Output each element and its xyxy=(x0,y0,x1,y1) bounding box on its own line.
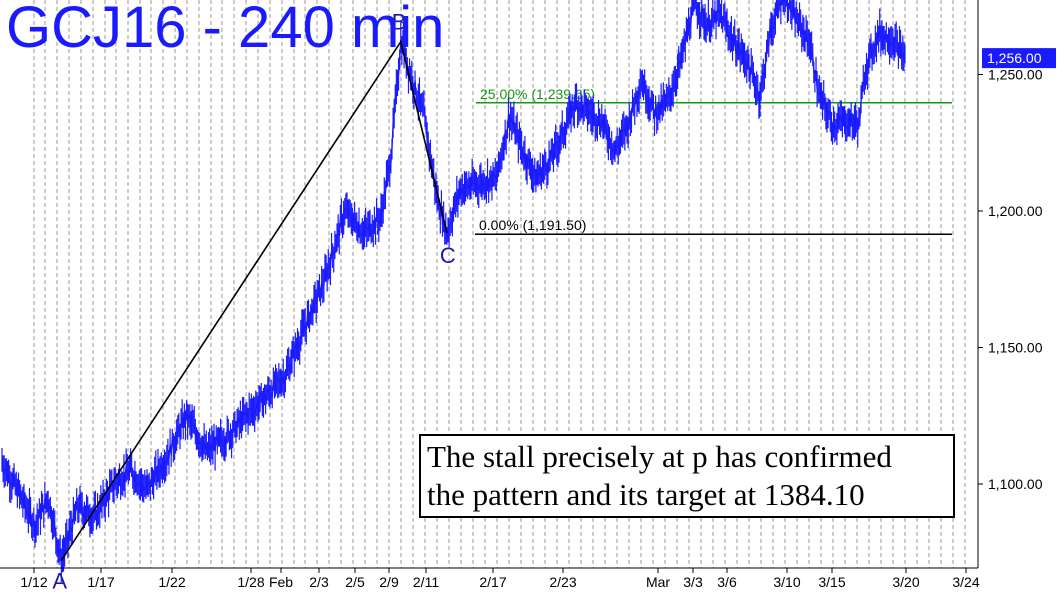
x-tick-label: 2/17 xyxy=(479,574,506,590)
annotation-box: The stall precisely at p has confirmed t… xyxy=(419,434,955,518)
x-tick-label: 2/23 xyxy=(549,574,576,590)
x-tick-label: 3/15 xyxy=(818,574,845,590)
abc-line xyxy=(60,39,448,561)
last-price-label: 1,256.00 xyxy=(987,50,1042,66)
x-tick-label: 3/20 xyxy=(892,574,919,590)
x-tick-label: 2/11 xyxy=(413,574,439,590)
x-tick-label: Mar xyxy=(646,574,670,590)
x-tick-label: Feb xyxy=(269,574,293,590)
price-line xyxy=(1,0,906,567)
fib-label: 0.00% (1,191.50) xyxy=(479,217,586,233)
x-tick-label: 3/6 xyxy=(717,574,737,590)
y-tick-label: 1,100.00 xyxy=(988,476,1043,492)
fib-label: 25.00% (1,239.65) xyxy=(480,86,595,102)
point-label-b: B xyxy=(392,10,407,35)
annotation-line-1: The stall precisely at p has confirmed xyxy=(427,439,892,474)
x-tick-label: 1/28 xyxy=(237,574,264,590)
y-tick-label: 1,150.00 xyxy=(988,340,1043,356)
last-price-tag xyxy=(982,48,1056,69)
x-tick-label: 2/9 xyxy=(379,574,399,590)
x-tick-label: 3/10 xyxy=(773,574,800,590)
annotation-line-2: the pattern and its target at 1384.10 xyxy=(427,477,865,512)
x-tick-label: 1/17 xyxy=(87,574,114,590)
point-label-a: A xyxy=(52,568,67,593)
y-tick-label: 1,200.00 xyxy=(988,203,1043,219)
x-tick-label: 1/22 xyxy=(158,574,185,590)
x-tick-label: 2/3 xyxy=(309,574,329,590)
abc-pattern: A B C xyxy=(52,10,456,594)
fib-levels: 100.00% (1,384.10)75.00% (1,335.95)50.00… xyxy=(475,86,952,235)
point-label-c: C xyxy=(440,243,456,268)
x-tick-label: 1/12 xyxy=(20,574,47,590)
price-series xyxy=(1,0,906,583)
chart-title: GCJ16 - 240 min xyxy=(6,0,445,60)
x-tick-label: 3/3 xyxy=(683,574,703,590)
x-tick-label: 3/24 xyxy=(952,574,979,590)
y-tick-label: 1,250.00 xyxy=(988,67,1043,83)
x-tick-label: 2/5 xyxy=(345,574,365,590)
